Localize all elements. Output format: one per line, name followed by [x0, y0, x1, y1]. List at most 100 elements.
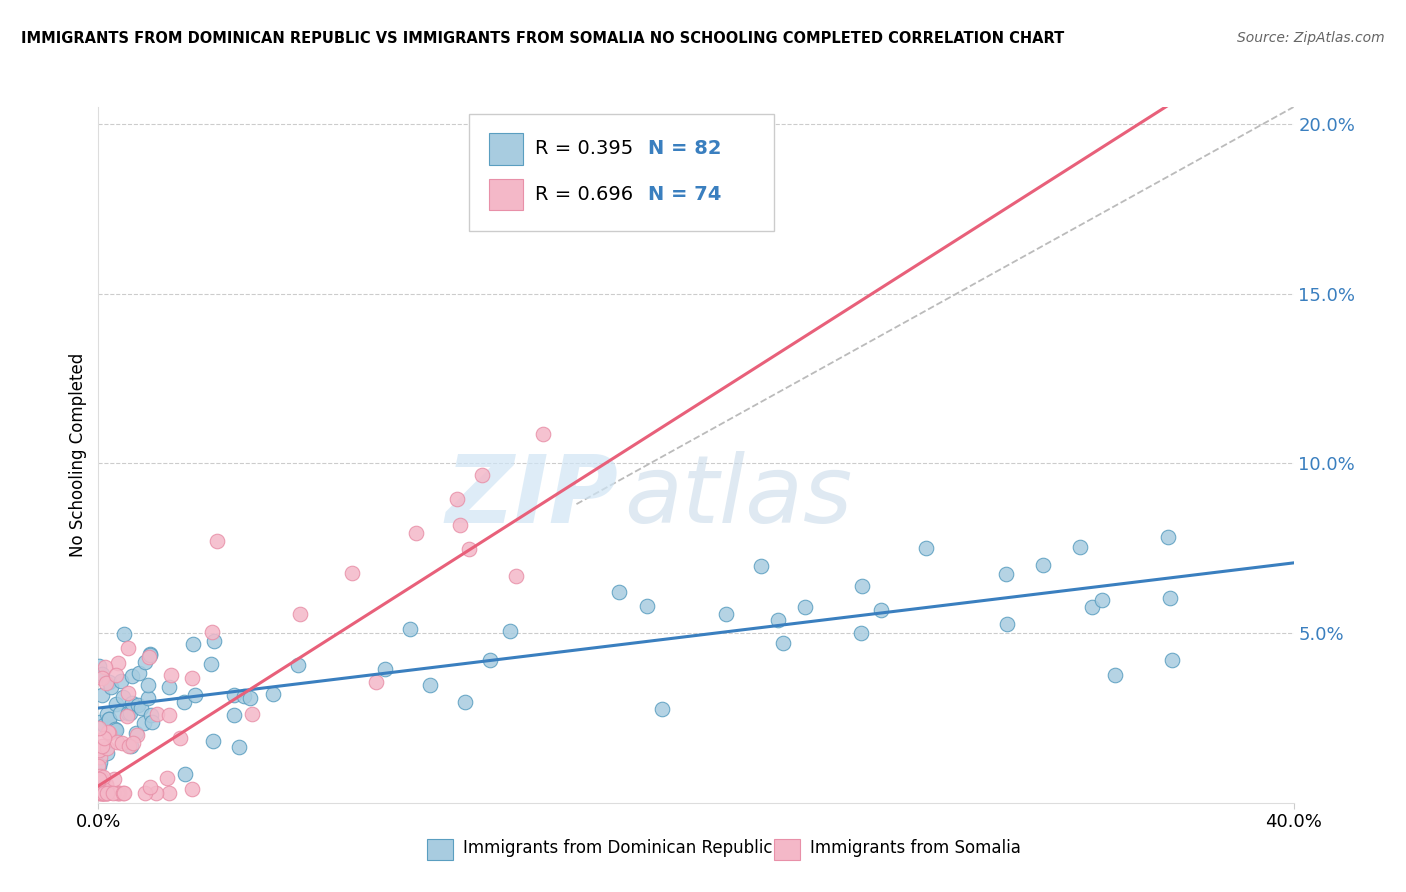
- Point: [91, 786, 114, 800]
- Point: [139, 647, 162, 661]
- Point: [449, 518, 471, 533]
- Text: Source: ZipAtlas.com: Source: ZipAtlas.com: [1237, 31, 1385, 45]
- Point: [96, 741, 118, 756]
- Point: [240, 706, 263, 721]
- Point: [288, 607, 311, 621]
- Point: [870, 603, 893, 617]
- Point: [104, 668, 127, 682]
- Point: [1091, 592, 1114, 607]
- Point: [87, 769, 110, 783]
- Point: [96, 706, 118, 721]
- Point: [228, 740, 250, 755]
- Point: [111, 736, 134, 750]
- Text: N = 74: N = 74: [648, 186, 721, 204]
- Point: [159, 668, 181, 682]
- Point: [93, 718, 115, 732]
- Point: [1160, 653, 1182, 667]
- Point: [90, 688, 112, 702]
- Point: [405, 525, 427, 540]
- Point: [91, 770, 114, 784]
- Point: [183, 637, 205, 651]
- Point: [89, 786, 111, 800]
- Text: R = 0.395: R = 0.395: [534, 139, 633, 158]
- Point: [108, 706, 131, 720]
- Point: [87, 722, 110, 736]
- Point: [97, 726, 120, 740]
- Text: N = 82: N = 82: [648, 139, 721, 158]
- Point: [89, 749, 111, 764]
- Point: [146, 707, 169, 722]
- Point: [91, 786, 114, 800]
- FancyBboxPatch shape: [427, 839, 453, 860]
- Point: [457, 541, 479, 556]
- Point: [125, 726, 148, 740]
- FancyBboxPatch shape: [489, 134, 523, 165]
- Point: [446, 492, 468, 507]
- Point: [287, 657, 309, 672]
- Point: [794, 599, 817, 614]
- Point: [716, 607, 738, 621]
- Point: [117, 706, 139, 720]
- Point: [184, 688, 207, 702]
- Point: [1157, 530, 1180, 544]
- Point: [107, 786, 129, 800]
- Point: [1032, 558, 1054, 572]
- Point: [233, 690, 256, 704]
- Point: [136, 690, 159, 705]
- Point: [105, 786, 128, 800]
- Point: [849, 626, 872, 640]
- Point: [97, 712, 120, 726]
- Point: [471, 467, 494, 482]
- FancyBboxPatch shape: [489, 178, 523, 210]
- Point: [93, 786, 115, 800]
- Point: [202, 633, 225, 648]
- Text: IMMIGRANTS FROM DOMINICAN REPUBLIC VS IMMIGRANTS FROM SOMALIA NO SCHOOLING COMPL: IMMIGRANTS FROM DOMINICAN REPUBLIC VS IM…: [21, 31, 1064, 46]
- Point: [89, 756, 111, 770]
- Point: [134, 786, 156, 800]
- Point: [93, 786, 115, 800]
- Point: [139, 708, 162, 723]
- Point: [117, 739, 139, 753]
- Point: [91, 667, 114, 681]
- Text: Immigrants from Somalia: Immigrants from Somalia: [810, 839, 1021, 857]
- Point: [749, 558, 772, 573]
- Point: [201, 625, 224, 640]
- Point: [239, 691, 262, 706]
- Point: [399, 622, 422, 636]
- Point: [766, 613, 789, 627]
- Point: [93, 786, 115, 800]
- Point: [139, 648, 162, 662]
- Point: [222, 688, 245, 702]
- Point: [87, 786, 110, 800]
- Point: [118, 706, 141, 720]
- Point: [505, 569, 527, 583]
- Point: [112, 786, 135, 800]
- Point: [87, 659, 110, 673]
- Point: [132, 716, 155, 731]
- Point: [157, 786, 180, 800]
- Point: [134, 656, 156, 670]
- FancyBboxPatch shape: [470, 114, 773, 231]
- Point: [96, 786, 118, 800]
- Point: [117, 640, 139, 655]
- Point: [995, 566, 1018, 581]
- Point: [138, 650, 160, 665]
- Point: [94, 776, 117, 790]
- Point: [90, 786, 112, 800]
- Point: [94, 660, 117, 674]
- Point: [105, 734, 128, 748]
- Point: [136, 678, 159, 692]
- Point: [169, 731, 191, 746]
- Point: [97, 713, 120, 727]
- Point: [121, 669, 143, 683]
- Point: [851, 579, 873, 593]
- Point: [128, 666, 150, 681]
- Point: [1081, 599, 1104, 614]
- Point: [772, 636, 794, 650]
- Point: [107, 657, 129, 671]
- Point: [103, 772, 125, 786]
- Point: [89, 759, 111, 773]
- Point: [111, 690, 134, 705]
- Point: [127, 698, 149, 712]
- Point: [173, 767, 195, 781]
